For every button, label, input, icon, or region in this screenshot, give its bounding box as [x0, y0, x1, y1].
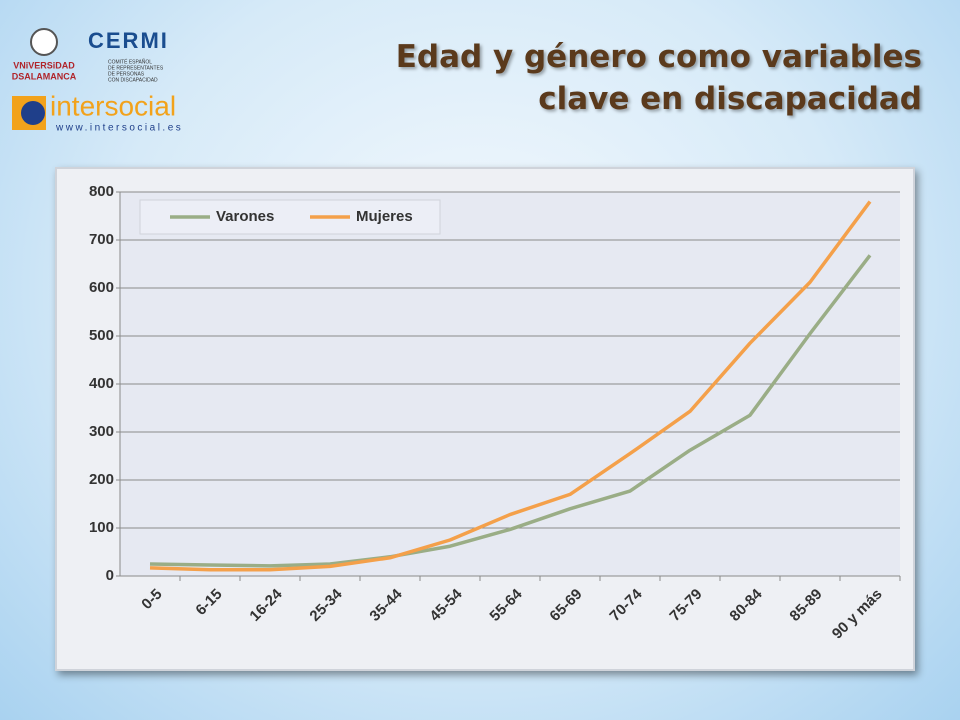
y-tick-label: 0 [106, 567, 114, 584]
logo-text: DE PERSONAS [108, 71, 145, 77]
legend-label: Mujeres [356, 208, 413, 225]
logo-text: VNiVERSiDAD [13, 60, 75, 70]
cermi-logo: CERMI COMITÉ ESPAÑOL DE REPRESENTANTES D… [88, 28, 169, 84]
university-logo: VNiVERSiDAD DSALAMANCA [12, 28, 77, 81]
y-tick-label: 300 [89, 423, 114, 440]
y-tick-label: 700 [89, 231, 114, 248]
series-line [149, 200, 872, 572]
slide-title: Edad y género como variables clave en di… [395, 39, 922, 117]
logo-text: DSALAMANCA [12, 71, 77, 81]
logo-text: CERMI [88, 28, 169, 53]
logo-text: intersocial [50, 90, 176, 121]
y-tick-label: 200 [89, 471, 114, 488]
y-tick-label: 800 [89, 183, 114, 200]
series-line [149, 254, 872, 568]
y-tick-label: 100 [89, 519, 114, 536]
logo-text: COMITÉ ESPAÑOL [108, 58, 152, 65]
legend-label: Varones [216, 208, 274, 225]
y-tick-label: 600 [89, 279, 114, 296]
y-tick-label: 500 [89, 327, 114, 344]
logo-text: DE REPRESENTANTES [108, 65, 164, 71]
seal [30, 28, 58, 56]
intersocial-logo: intersocial www.intersocial.es [12, 90, 183, 134]
logo-text: CON DISCAPACIDAD [108, 77, 158, 83]
logo-text: www.intersocial.es [55, 123, 183, 134]
logo-mark [21, 101, 45, 125]
y-tick-label: 400 [89, 375, 114, 392]
